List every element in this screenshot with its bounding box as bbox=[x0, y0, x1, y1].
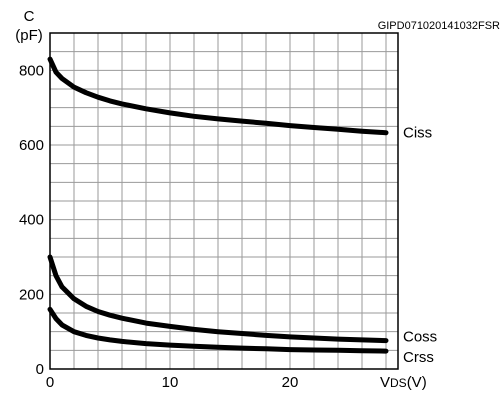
figure-code: GIPD071020141032FSR bbox=[378, 20, 500, 32]
y-tick-label: 600 bbox=[19, 137, 44, 154]
plot-frame bbox=[49, 32, 399, 370]
x-tick-labels: 0 10 20 bbox=[46, 374, 299, 391]
x-tick-label: 20 bbox=[282, 374, 299, 391]
y-tick-label: 400 bbox=[19, 212, 44, 229]
y-axis-label-c: C bbox=[24, 8, 35, 25]
series-line-crss bbox=[47, 306, 389, 354]
y-tick-label: 200 bbox=[19, 286, 44, 303]
y-tick-label: 800 bbox=[19, 62, 44, 79]
series-label-ciss: Ciss bbox=[403, 125, 432, 142]
x-axis-label-v: V bbox=[380, 374, 390, 391]
x-tick-label: 0 bbox=[46, 374, 54, 391]
series-label-crss: Crss bbox=[403, 349, 434, 366]
series-lines bbox=[47, 56, 389, 354]
series-label-coss: Coss bbox=[403, 329, 437, 346]
x-axis-label-unit: (V) bbox=[407, 374, 427, 391]
y-axis-label-unit: (pF) bbox=[15, 27, 43, 44]
x-tick-label: 10 bbox=[162, 374, 179, 391]
grid bbox=[50, 33, 398, 369]
series-labels: Ciss Coss Crss bbox=[403, 125, 437, 366]
x-axis-label-sub: DS bbox=[390, 376, 407, 390]
y-tick-label: 0 bbox=[36, 361, 44, 378]
series-line-ciss bbox=[47, 56, 389, 136]
x-axis-label: VDS(V) bbox=[380, 374, 427, 391]
series-line-coss bbox=[47, 254, 389, 344]
y-tick-labels: 0 200 400 600 800 bbox=[19, 62, 44, 378]
